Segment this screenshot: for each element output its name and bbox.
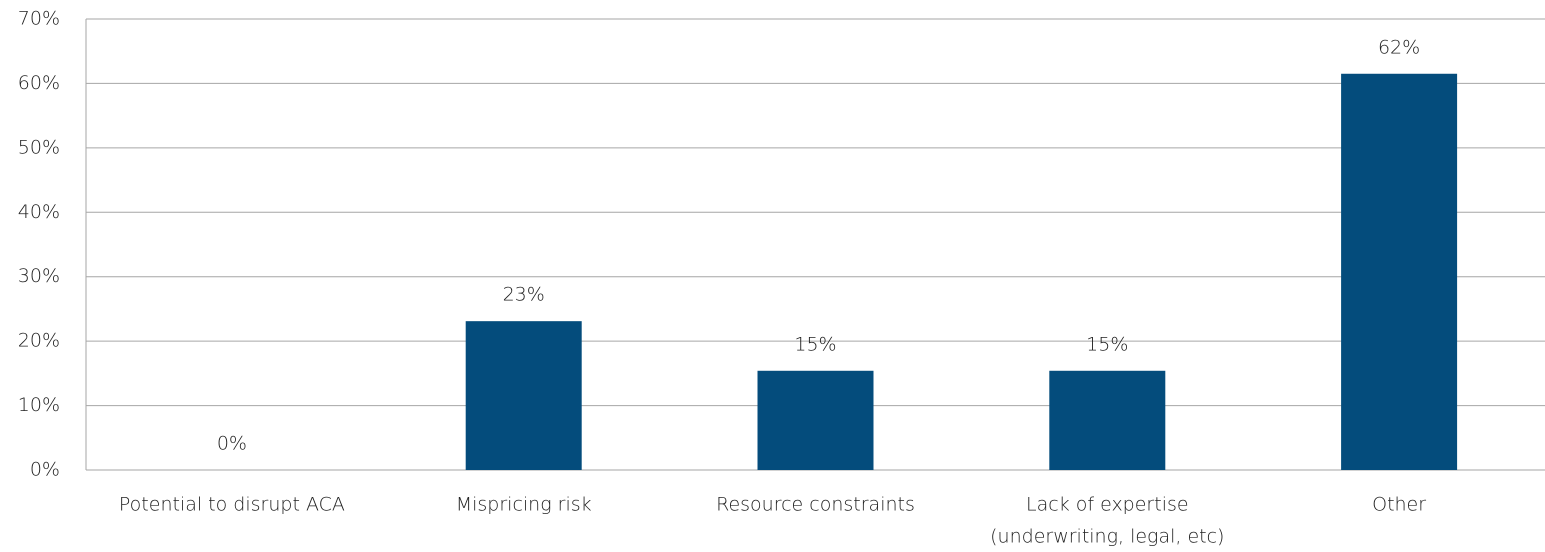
y-tick-label: 0% xyxy=(30,459,60,481)
value-label: 15% xyxy=(794,333,836,355)
y-tick-label: 20% xyxy=(18,330,60,352)
value-label: 0% xyxy=(217,433,247,455)
x-tick-label: Potential to disrupt ACA xyxy=(119,494,345,516)
x-tick-label: (underwriting, legal, etc) xyxy=(990,526,1224,548)
bar xyxy=(1341,73,1458,470)
x-tick-label: Mispricing risk xyxy=(456,494,592,516)
y-tick-label: 30% xyxy=(18,265,60,287)
bar xyxy=(1049,370,1166,470)
bar xyxy=(757,370,874,470)
bar xyxy=(465,321,582,470)
y-tick-label: 60% xyxy=(18,72,60,94)
y-tick-label: 50% xyxy=(18,136,60,158)
x-tick-label: Other xyxy=(1372,494,1426,516)
y-tick-label: 40% xyxy=(18,201,60,223)
x-tick-label: Lack of expertise xyxy=(1026,494,1189,516)
value-label: 15% xyxy=(1086,333,1128,355)
y-tick-label: 10% xyxy=(18,394,60,416)
value-label: 62% xyxy=(1378,36,1420,58)
value-label: 23% xyxy=(503,284,545,306)
x-tick-label: Resource constraints xyxy=(716,494,915,516)
y-tick-label: 70% xyxy=(18,8,60,30)
